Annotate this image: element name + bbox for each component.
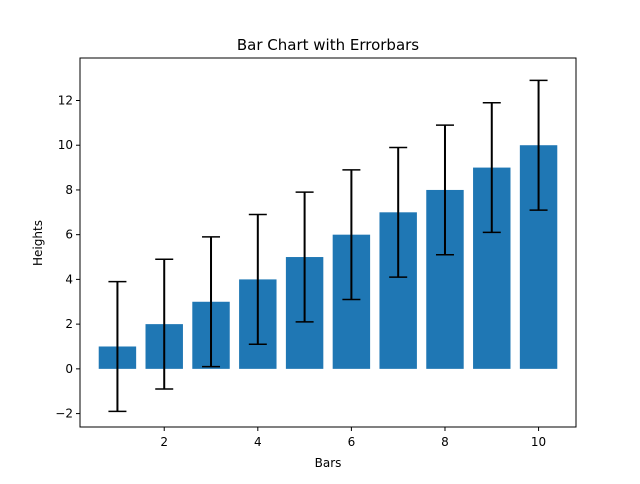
errorbar-6	[342, 169, 361, 301]
y-tick-label: 8	[65, 183, 73, 197]
x-tick-label: 6	[348, 435, 356, 449]
y-tick-label: 6	[65, 228, 73, 242]
errorbar-7	[389, 146, 408, 278]
plot-marks	[98, 79, 558, 413]
errorbar-8	[435, 124, 454, 256]
y-tick-label: 2	[65, 317, 73, 331]
errorbar-2	[155, 258, 174, 390]
x-tick-label: 8	[441, 435, 449, 449]
chart-title: Bar Chart with Errorbars	[237, 36, 419, 54]
errorbar-10	[529, 79, 548, 211]
y-tick-label: −2	[55, 407, 73, 421]
errorbar-1	[108, 280, 127, 413]
y-axis-ticks: −2 0 2 4 6 8 10 12	[55, 93, 80, 421]
errorbar-5	[295, 191, 314, 323]
errorbar-9	[482, 101, 501, 234]
x-tick-label: 10	[531, 435, 546, 449]
plot-frame	[79, 57, 577, 428]
y-tick-label: 10	[58, 138, 73, 152]
x-axis-label: Bars	[315, 456, 342, 470]
x-tick-label: 4	[254, 435, 262, 449]
x-axis-ticks: 2 4 6 8 10	[160, 427, 546, 449]
x-tick-label: 2	[160, 435, 168, 449]
y-tick-label: 4	[65, 272, 73, 286]
y-tick-label: 0	[65, 362, 73, 376]
errorbar-4	[248, 213, 267, 346]
y-axis-label: Heights	[31, 220, 45, 266]
y-tick-label: 12	[58, 93, 73, 107]
errorbar-3	[202, 236, 221, 368]
